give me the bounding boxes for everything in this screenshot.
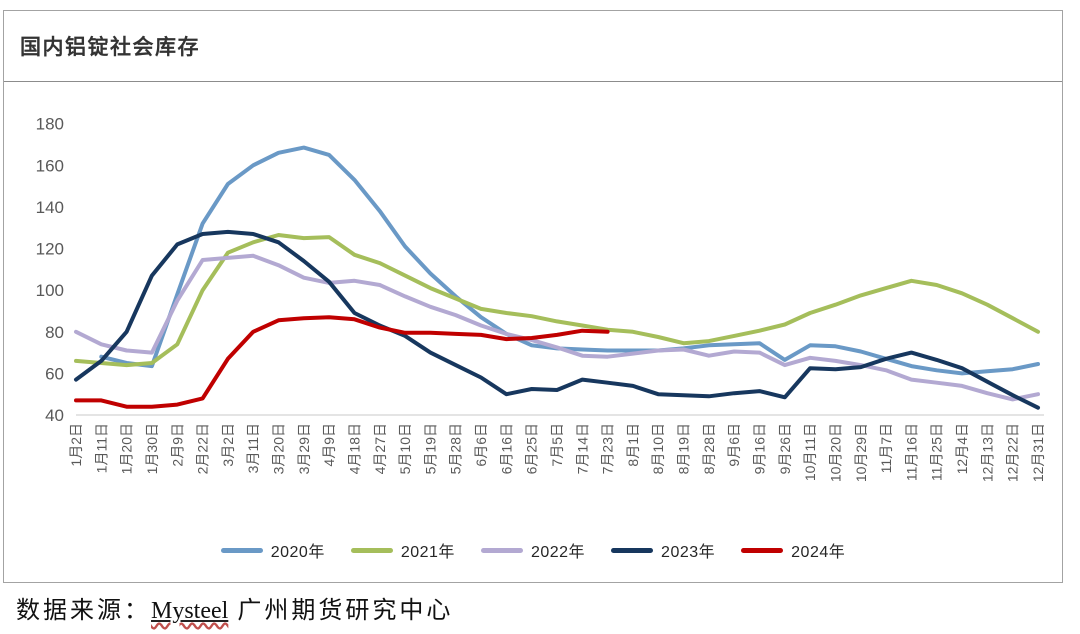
series-line-2024年 [74,315,610,409]
x-axis-tick-label: 8月19日 [676,423,692,474]
x-axis-tick-label: 5月28日 [448,423,464,474]
x-axis-tick-label: 7月23日 [600,423,616,474]
series-line-2020年 [99,145,1040,376]
legend-swatch-icon [480,547,523,553]
x-axis-tick-label: 9月6日 [726,423,742,467]
x-axis-tick-label: 5月10日 [397,423,413,474]
x-axis-tick-label: 9月16日 [752,423,768,474]
x-axis-tick-label: 6月25日 [524,423,540,474]
legend-swatch-icon [350,547,393,553]
legend-swatch-icon [741,547,784,553]
legend-label: 2023年 [661,544,716,561]
x-axis-tick-label: 7月5日 [549,423,565,467]
y-axis-tick-label: 100 [36,281,64,300]
x-axis-tick-label: 12月4日 [954,423,970,474]
y-axis-tick-label: 120 [36,240,64,259]
legend-item-2020年: 2020年 [220,538,325,562]
x-axis-tick-label: 3月11日 [245,423,261,473]
x-axis-tick-label: 4月18日 [347,423,363,474]
x-axis-tick-label: 8月28日 [701,423,717,474]
legend-label: 2021年 [400,544,455,561]
x-axis-tick-label: 7月14日 [574,423,590,474]
x-axis-tick-label: 2月22日 [195,423,211,474]
chart-area: 40 60 80 100 120 140 160 180 1月2日 1月11日 1月20日 1月30日… [4,82,1062,582]
title-bar: 国内铝锭社会库存 [4,11,1062,82]
x-axis-tick-label: 1月20日 [119,423,135,474]
x-axis-tick-label: 10月20日 [828,423,844,482]
x-axis-tick-label: 12月13日 [979,423,995,482]
legend-item-2024年: 2024年 [741,538,845,562]
x-axis-tick-label: 11月7日 [878,423,894,473]
x-axis-tick-label: 1月11日 [93,423,109,473]
y-axis-tick-label: 60 [45,364,64,383]
x-axis-tick-label: 3月2日 [220,423,236,467]
x-axis-tick-label: 10月29日 [853,423,869,482]
legend-label: 2024年 [791,544,846,561]
report-panel: 国内铝锭社会库存 40 60 80 100 120 140 160 180 1月2日 1月11日 1… [3,10,1063,583]
y-axis-tick-label: 180 [36,115,64,134]
legend-item-2023年: 2023年 [611,538,715,562]
legend-item-2021年: 2021年 [350,538,455,562]
x-axis-tick-label: 11月16日 [903,423,919,481]
x-axis-tick-label: 9月26日 [777,423,793,474]
x-axis-tick-label: 6月6日 [473,423,489,467]
x-axis-tick-label: 1月2日 [68,423,84,467]
y-axis-tick-label: 80 [45,323,64,342]
x-axis-tick-label: 1月30日 [144,423,160,474]
legend-swatch-icon [611,547,654,553]
footer-source-org: 广州期货研究中心 [228,598,454,624]
footer-source-link[interactable]: Mysteel [151,598,229,624]
y-axis-tick-label: 140 [36,198,64,217]
chart-title: 国内铝锭社会库存 [20,36,200,59]
legend-label: 2020年 [270,544,325,561]
footer-source-label: 数据来源： [16,598,151,624]
x-axis-tick-label: 4月27日 [372,423,388,474]
x-axis-tick-label: 12月31日 [1030,423,1046,482]
x-axis-tick-label: 10月11日 [802,423,818,481]
legend: 2020年 2021年 2022年 2023年 2024年 [4,538,1062,562]
x-axis-tick-label: 11月25日 [929,423,945,481]
y-axis-tick-label: 160 [36,156,64,175]
footer: 数据来源：Mysteel 广州期货研究中心 [16,590,453,625]
legend-item-2022年: 2022年 [480,538,586,562]
chart-canvas[interactable]: 40 60 80 100 120 140 160 180 1月2日 1月11日 1月20日 1月30日… [4,82,1062,582]
x-axis-tick-label: 8月1日 [625,423,641,467]
x-axis-tick-label: 3月29日 [296,423,312,474]
legend-label: 2022年 [530,544,586,561]
x-axis-tick-label: 4月9日 [321,423,337,467]
y-axis-tick-label: 40 [45,406,64,425]
legend-swatch-icon [220,547,263,553]
series-line-2022年 [74,253,1040,402]
x-axis-tick-label: 3月20日 [271,423,287,474]
x-axis-tick-label: 12月22日 [1005,423,1021,482]
x-axis-tick-label: 5月19日 [422,423,438,474]
x-axis-tick-label: 8月10日 [650,423,666,474]
series-line-2023年 [74,229,1040,410]
x-axis-tick-label: 2月9日 [169,423,185,467]
series-line-2021年 [74,233,1040,368]
x-axis-tick-label: 6月16日 [498,423,514,474]
